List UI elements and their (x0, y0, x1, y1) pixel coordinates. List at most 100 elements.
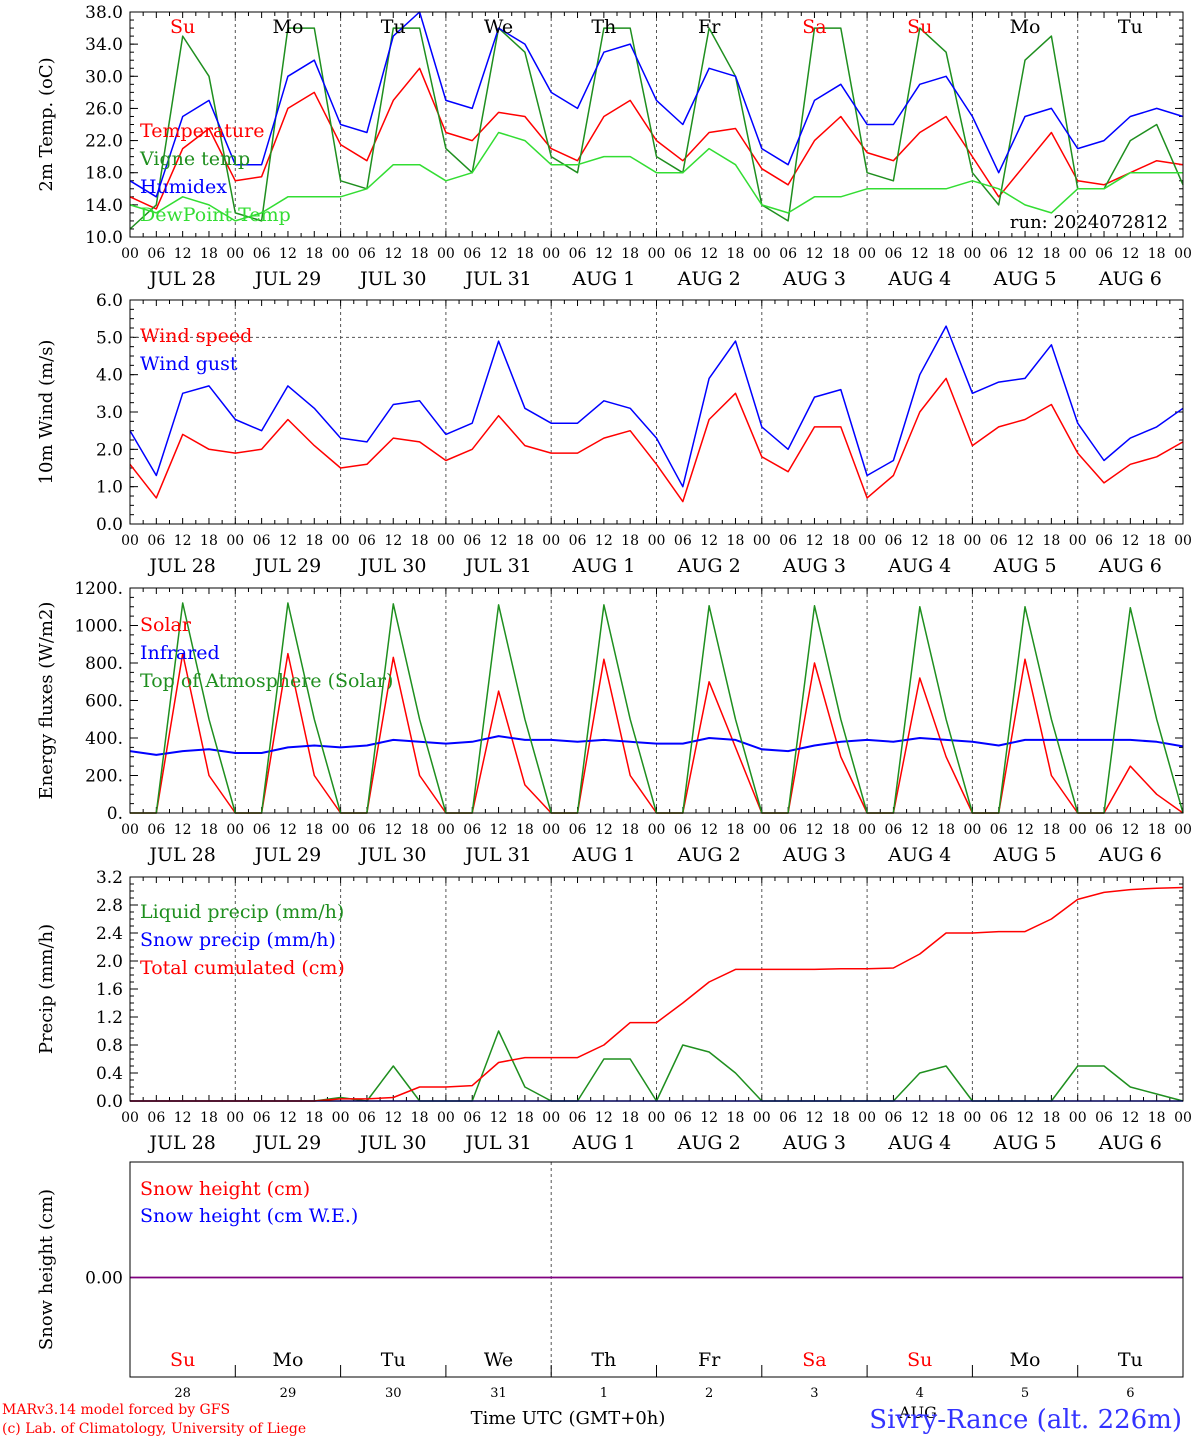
hour-tick-label: 12 (174, 822, 192, 838)
weekday-label: Tu (381, 1349, 406, 1371)
hour-tick-label: 18 (305, 533, 323, 549)
hour-tick-label: 12 (700, 246, 718, 262)
day-date-label: JUL 29 (253, 844, 321, 866)
y-tick-label: 0.4 (96, 1064, 123, 1084)
hour-tick-label: 00 (437, 1110, 455, 1126)
hour-tick-label: 18 (516, 1110, 534, 1126)
hour-tick-label: 18 (411, 533, 429, 549)
y-tick-label: 2.0 (96, 440, 123, 460)
panel-frame (129, 587, 1184, 814)
hour-tick-label: 00 (753, 246, 771, 262)
footer-model-text: MARv3.14 model forced by GFS (2, 1402, 230, 1418)
hour-tick-label: 12 (1016, 533, 1034, 549)
day-number-label: 4 (916, 1386, 924, 1401)
hour-tick-label: 00 (121, 1110, 139, 1126)
hour-tick-label: 06 (358, 246, 376, 262)
weekday-label: Mo (272, 16, 303, 38)
y-tick-label: 10.0 (85, 228, 123, 248)
hour-tick-label: 06 (990, 246, 1008, 262)
hour-tick-label: 00 (121, 533, 139, 549)
hour-tick-label: 00 (226, 822, 244, 838)
hour-tick-label: 06 (779, 246, 797, 262)
hour-tick-label: 00 (963, 246, 981, 262)
hour-tick-label: 00 (437, 822, 455, 838)
hour-tick-label: 18 (621, 822, 639, 838)
hour-tick-label: 00 (226, 1110, 244, 1126)
day-date-label: JUL 30 (358, 268, 426, 290)
y-tick-label: 2.0 (96, 952, 123, 972)
day-date-label: AUG 1 (571, 844, 635, 866)
hour-tick-label: 18 (727, 533, 745, 549)
hour-tick-label: 18 (1148, 246, 1166, 262)
hour-tick-label: 18 (200, 1110, 218, 1126)
weekday-label: Mo (1010, 16, 1041, 38)
hour-tick-label: 12 (1121, 246, 1139, 262)
hour-tick-label: 00 (542, 822, 560, 838)
hour-tick-label: 00 (753, 533, 771, 549)
weekday-label: Th (591, 16, 616, 38)
hour-tick-label: 00 (648, 533, 666, 549)
day-date-label: JUL 30 (358, 555, 426, 577)
legend-entry: Solar (140, 614, 192, 636)
y-tick-label: 30.0 (85, 67, 123, 87)
hour-tick-label: 12 (490, 533, 508, 549)
day-date-label: AUG 1 (571, 268, 635, 290)
day-date-label: AUG 1 (571, 1132, 635, 1154)
hour-tick-label: 06 (253, 533, 271, 549)
y-axis-title: Snow height (cm) (36, 1189, 57, 1350)
hour-tick-label: 06 (463, 822, 481, 838)
weekday-label: Su (907, 16, 932, 38)
hour-tick-label: 06 (674, 822, 692, 838)
hour-tick-label: 18 (305, 822, 323, 838)
y-tick-label: 0.0 (96, 515, 123, 535)
hour-tick-label: 00 (1174, 246, 1192, 262)
day-date-label: AUG 6 (1098, 1132, 1162, 1154)
weekday-label: Th (591, 1349, 616, 1371)
y-tick-label: 800. (85, 654, 123, 674)
hour-tick-label: 00 (858, 246, 876, 262)
day-number-label: 30 (385, 1386, 402, 1401)
hour-tick-label: 12 (384, 822, 402, 838)
legend-entry: Top of Atmosphere (Solar) (140, 670, 393, 692)
hour-tick-label: 18 (1042, 246, 1060, 262)
weekday-label: Tu (1118, 16, 1143, 38)
hour-tick-label: 12 (384, 1110, 402, 1126)
hour-tick-label: 12 (806, 1110, 824, 1126)
hour-tick-label: 06 (779, 1110, 797, 1126)
hour-tick-label: 06 (1095, 1110, 1113, 1126)
day-date-label: JUL 31 (463, 555, 531, 577)
hour-tick-label: 00 (542, 1110, 560, 1126)
series-line (129, 325, 1184, 488)
station-title: Sivry-Rance (alt. 226m) (869, 1405, 1182, 1435)
y-tick-label: 2.4 (96, 924, 123, 944)
series-line (129, 67, 1184, 210)
hour-tick-label: 18 (200, 533, 218, 549)
hour-tick-label: 06 (463, 533, 481, 549)
hour-tick-label: 12 (1121, 822, 1139, 838)
y-tick-label: 0.0 (96, 1092, 123, 1112)
grid-layer (129, 11, 1184, 1377)
day-number-label: 29 (280, 1386, 297, 1401)
hour-tick-label: 00 (332, 822, 350, 838)
day-date-label: JUL 28 (147, 844, 215, 866)
hour-tick-label: 06 (674, 533, 692, 549)
hour-tick-label: 12 (595, 822, 613, 838)
hour-tick-label: 06 (885, 822, 903, 838)
hour-tick-label: 06 (358, 533, 376, 549)
legend-entry: DewPoint Temp (140, 204, 291, 226)
hour-tick-label: 18 (937, 822, 955, 838)
hour-tick-label: 18 (832, 822, 850, 838)
hour-tick-label: 18 (937, 533, 955, 549)
hour-tick-label: 06 (253, 246, 271, 262)
day-date-label: JUL 28 (147, 555, 215, 577)
hour-tick-label: 18 (621, 1110, 639, 1126)
hour-tick-label: 18 (200, 246, 218, 262)
panel-frame (129, 1161, 1184, 1378)
day-date-label: AUG 4 (887, 268, 951, 290)
y-tick-label: 3.2 (96, 868, 123, 888)
hour-tick-label: 12 (806, 246, 824, 262)
hour-tick-label: 18 (937, 1110, 955, 1126)
day-date-label: JUL 31 (463, 844, 531, 866)
hour-tick-label: 18 (516, 822, 534, 838)
